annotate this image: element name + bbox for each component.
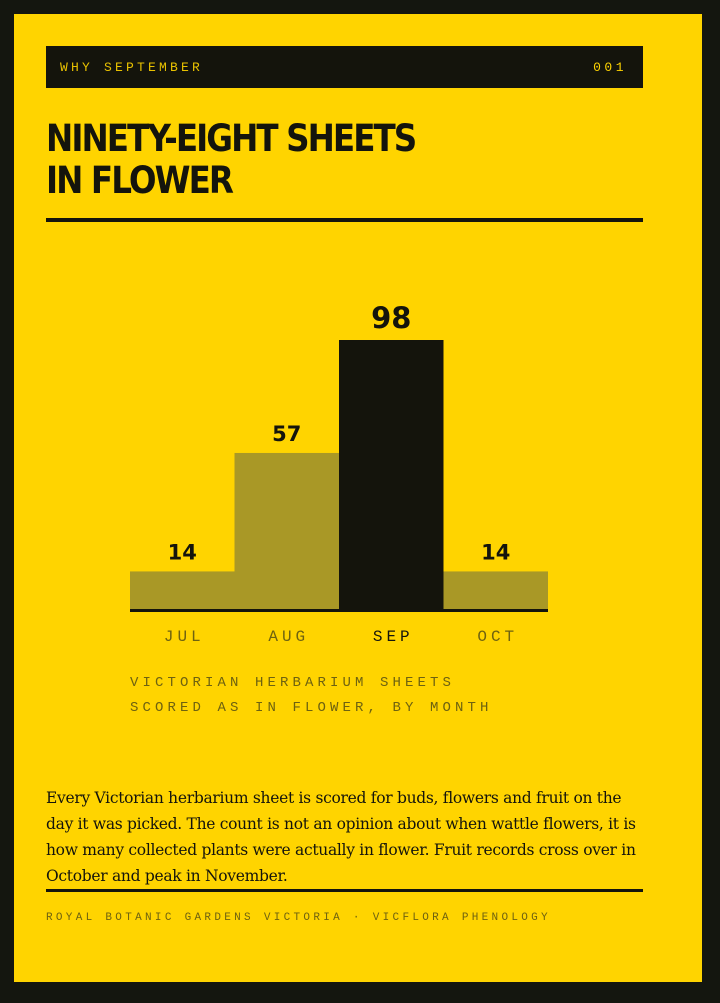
title-line-1: NINETY-EIGHT SHEETS <box>46 117 417 160</box>
page-title: NINETY-EIGHT SHEETS IN FLOWER <box>46 118 574 202</box>
category-label-sep: SEP <box>373 628 414 646</box>
category-label-oct: OCT <box>477 628 518 646</box>
data-label-aug: 57 <box>272 422 301 446</box>
header-label: WHY SEPTEMBER <box>60 59 204 75</box>
header-bar: WHY SEPTEMBER 001 <box>46 46 643 88</box>
footer-rule <box>46 889 643 892</box>
header-number: 001 <box>593 59 627 75</box>
bar-aug <box>234 452 339 610</box>
bar-sep <box>339 340 444 610</box>
bar-chart: 14 JUL 57 AUG 98 SEP 14 OCT <box>130 301 548 646</box>
data-label-oct: 14 <box>481 540 510 564</box>
title-rule <box>46 218 643 222</box>
data-label-jul: 14 <box>168 540 197 564</box>
chart-caption: VICTORIAN HERBARIUM SHEETS SCORED AS IN … <box>130 671 493 721</box>
caption-line-1: VICTORIAN HERBARIUM SHEETS <box>130 675 456 691</box>
data-label-sep: 98 <box>371 301 411 335</box>
bar-oct <box>443 571 548 610</box>
body-paragraph: Every Victorian herbarium sheet is score… <box>46 789 636 885</box>
footer-credit: ROYAL BOTANIC GARDENS VICTORIA · VICFLOR… <box>46 912 551 924</box>
caption-line-2: SCORED AS IN FLOWER, BY MONTH <box>130 700 493 716</box>
title-line-2: IN FLOWER <box>46 159 234 202</box>
chart-baseline <box>130 609 548 612</box>
category-label-aug: AUG <box>268 628 309 646</box>
bar-jul <box>130 571 235 610</box>
category-label-jul: JUL <box>164 628 205 646</box>
